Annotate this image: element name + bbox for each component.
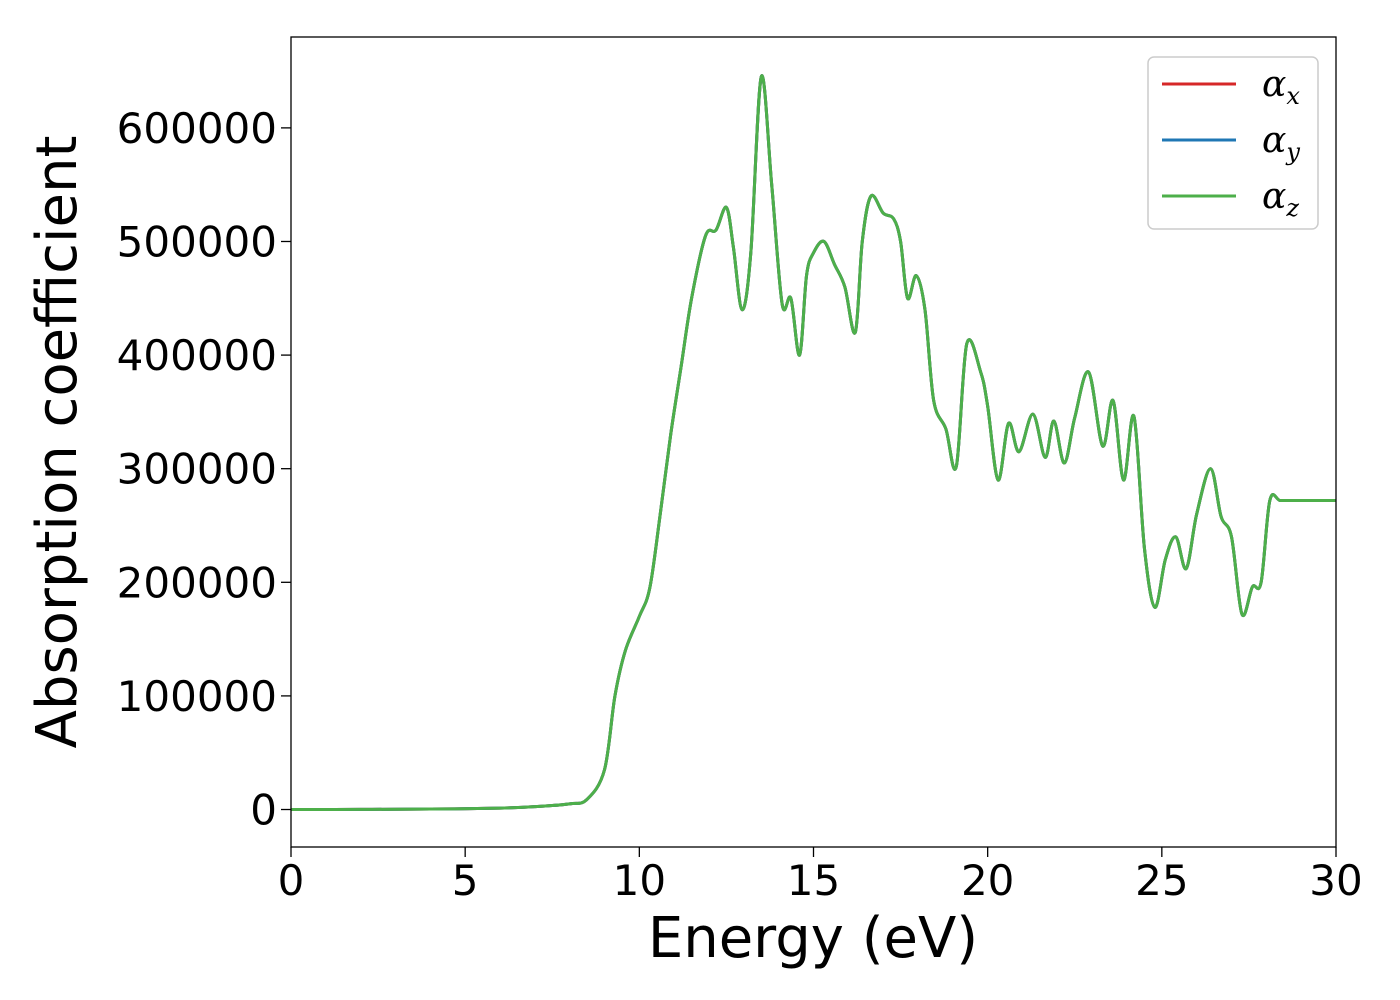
y-tick-label: 100000 [117, 672, 277, 721]
x-tick-label: 5 [452, 856, 479, 905]
series-line-αz [291, 74, 1336, 812]
x-tick-label: 20 [961, 856, 1014, 905]
y-axis-title: Absorption coefficient [25, 136, 90, 749]
y-tick-label: 600000 [117, 104, 277, 153]
x-axis-title: Energy (eV) [648, 906, 978, 971]
y-tick-label: 400000 [117, 331, 277, 380]
y-tick-label: 300000 [117, 445, 277, 494]
legend-label-y: αy [1262, 120, 1300, 166]
x-tick-label: 25 [1135, 856, 1188, 905]
series-layer [291, 74, 1336, 812]
x-tick-label: 0 [278, 856, 305, 905]
legend-label-x: αx [1262, 64, 1300, 110]
x-tick-label: 15 [787, 856, 840, 905]
legend: αx αy αz [1147, 56, 1319, 230]
x-tick-label: 10 [613, 856, 666, 905]
legend-label-z: αz [1262, 176, 1299, 222]
legend-box [1147, 56, 1319, 230]
y-axis: 0 100000 200000 300000 400000 500000 600000 [117, 104, 291, 835]
y-tick-label: 500000 [117, 217, 277, 266]
y-tick-label: 200000 [117, 558, 277, 607]
y-tick-label: 0 [250, 786, 277, 835]
x-tick-label: 30 [1309, 856, 1362, 905]
x-axis: 0 5 10 15 20 25 30 [278, 847, 1363, 905]
